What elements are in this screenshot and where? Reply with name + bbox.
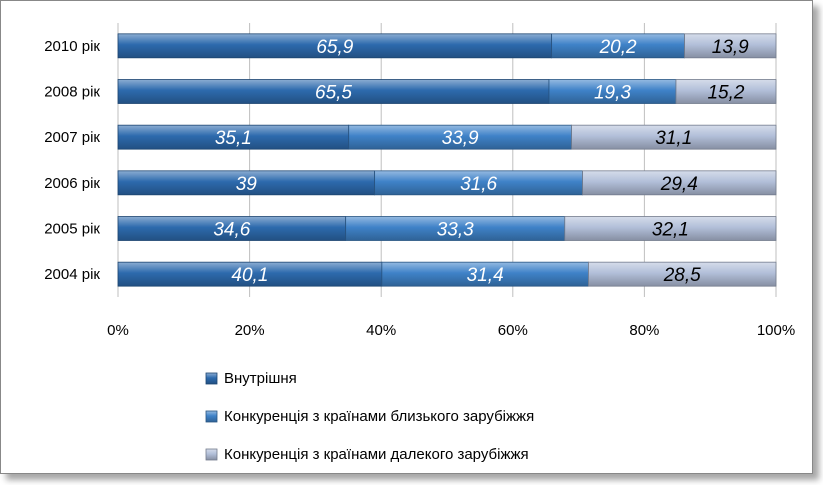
category-label: 2006 рік [44, 175, 100, 192]
bar-segment [684, 33, 777, 59]
bar-segment [564, 216, 777, 241]
value-label: 35,1 [215, 128, 252, 149]
bar-segment [345, 216, 566, 241]
chart-canvas: 65,9 20,2 13,9 65,5 19,3 15,2 35,1 33,9 31,1 39 31… [44, 23, 795, 463]
category-label: 2010 рік [44, 38, 100, 55]
category-label: 2008 рік [44, 84, 100, 101]
legend-label: Внутрішня [224, 370, 297, 387]
x-tick-label: 80% [629, 322, 659, 339]
bar-segment [117, 79, 550, 104]
legend-item: Конкуренція з країнами далекого зарубіжж… [205, 446, 529, 463]
category-label: 2005 рік [44, 221, 100, 238]
bar-segment [348, 124, 572, 150]
value-label: 39 [236, 174, 258, 195]
value-label: 19,3 [594, 83, 631, 104]
bar-segment [117, 124, 350, 150]
value-label: 28,5 [663, 265, 701, 286]
bar-segment [117, 216, 347, 241]
x-axis-ticks: 0% 20% 40% 60% 80% 100% [107, 322, 795, 339]
x-tick-label: 40% [366, 322, 396, 339]
value-label: 33,9 [442, 128, 479, 149]
legend-swatch [205, 372, 218, 385]
value-label: 29,4 [660, 174, 698, 195]
bar-segment [675, 79, 777, 104]
bar-segment [571, 124, 777, 150]
category-label: 2007 рік [44, 129, 100, 146]
legend-item: Внутрішня [205, 370, 297, 387]
bar-segment [117, 170, 376, 196]
value-labels: 65,9 20,2 13,9 65,5 19,3 15,2 35,1 33,9 31,1 39 31… [213, 37, 749, 286]
x-tick-label: 60% [498, 322, 528, 339]
value-label: 15,2 [707, 83, 744, 104]
bar-segment [381, 261, 589, 287]
bar-segment [374, 170, 583, 196]
legend-item: Конкуренція з країнами близького зарубіж… [205, 408, 534, 425]
bar-segment [548, 79, 677, 104]
value-label: 32,1 [652, 220, 689, 241]
category-label: 2004 рік [44, 266, 100, 283]
legend-label: Конкуренція з країнами далекого зарубіжж… [224, 446, 529, 463]
legend-swatch [205, 448, 218, 461]
stacked-bar-chart: 65,9 20,2 13,9 65,5 19,3 15,2 35,1 33,9 31,1 39 31… [0, 0, 813, 474]
value-label: 20,2 [599, 37, 637, 58]
bar-segment [588, 261, 777, 287]
legend: Внутрішня Конкуренція з країнами близьког… [205, 370, 534, 463]
bar-segment [582, 170, 777, 196]
bars [117, 33, 777, 287]
x-tick-label: 0% [107, 322, 129, 339]
bar-segment [117, 33, 553, 59]
value-label: 33,3 [437, 220, 474, 241]
x-tick-label: 100% [757, 322, 795, 339]
legend-swatch [205, 410, 218, 423]
legend-label: Конкуренція з країнами близького зарубіж… [224, 408, 534, 425]
value-label: 65,5 [315, 83, 352, 104]
value-label: 31,6 [460, 174, 497, 195]
gridlines [117, 23, 777, 297]
value-label: 34,6 [213, 220, 250, 241]
value-label: 40,1 [231, 265, 268, 286]
value-label: 31,4 [467, 265, 504, 286]
value-label: 65,9 [316, 37, 353, 58]
x-tick-label: 20% [235, 322, 265, 339]
category-labels: 2010 рік 2008 рік 2007 рік 2006 рік 2005 рік… [44, 38, 100, 283]
value-label: 31,1 [655, 128, 692, 149]
value-label: 13,9 [712, 37, 749, 58]
